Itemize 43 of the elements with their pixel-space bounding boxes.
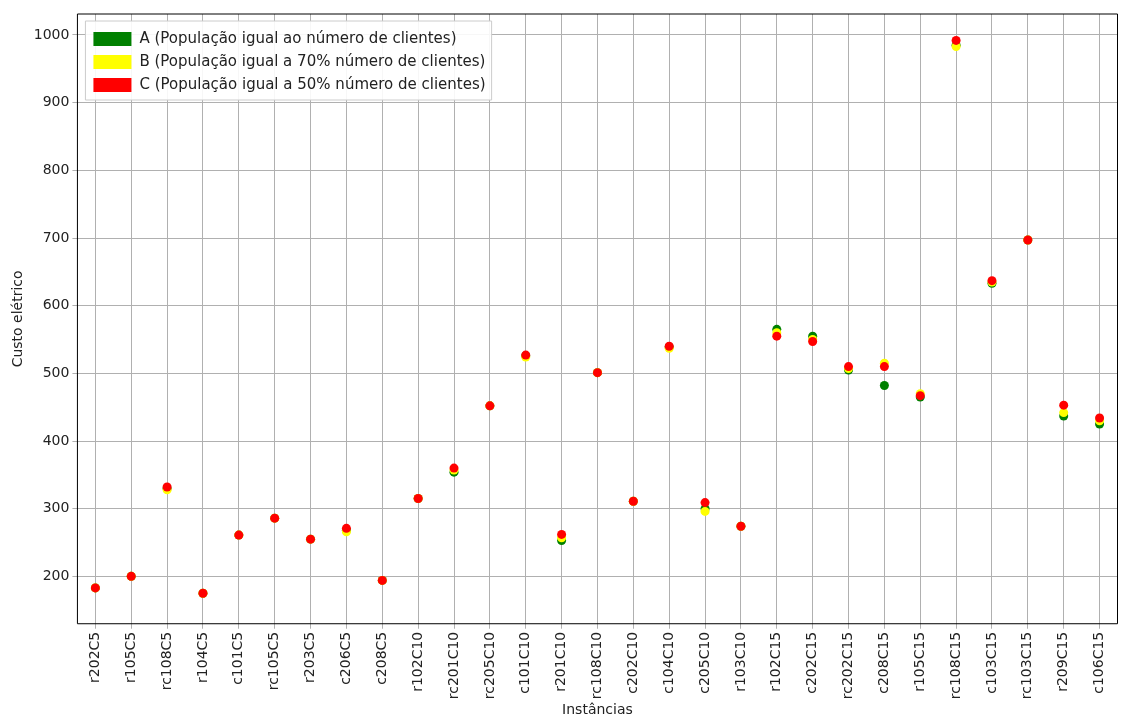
- x-tick-label: c103C15: [982, 631, 999, 694]
- x-tick-label: r203C5: [301, 631, 318, 683]
- x-tick-label: r105C15: [910, 631, 927, 692]
- x-axis-title: Instâncias: [562, 701, 633, 718]
- y-tick-label: 900: [42, 93, 70, 110]
- x-tick-label: r102C15: [767, 631, 784, 692]
- x-tick-label: r104C5: [193, 631, 210, 683]
- y-tick-label: 800: [42, 160, 70, 177]
- x-tick-label: rc108C15: [946, 631, 963, 700]
- x-tick-label: c101C10: [516, 631, 533, 694]
- x-tick-label: r202C5: [86, 631, 102, 683]
- x-tick-label: c206C5: [337, 631, 354, 685]
- x-tick-label: r103C10: [731, 631, 748, 692]
- y-axis-title: Custo elétrico: [9, 270, 26, 368]
- x-tick-label: c208C5: [372, 631, 389, 685]
- x-tick-label: c208C15: [875, 631, 892, 694]
- x-tick-label: rc103C15: [1018, 631, 1035, 700]
- y-tick-label: 1000: [33, 25, 70, 42]
- legend-label: B (População igual a 70% número de clientes): [139, 51, 486, 70]
- y-tick-label: 400: [42, 431, 70, 448]
- x-tick-label: rc105C5: [265, 631, 282, 691]
- x-tick-label: rc205C10: [480, 631, 497, 700]
- x-tick-label: rc108C10: [588, 631, 605, 700]
- y-tick-label: 300: [42, 499, 70, 516]
- x-tick-label: rc202C15: [839, 631, 856, 700]
- y-tick-label: 700: [42, 228, 70, 245]
- x-tick-label: r102C10: [408, 631, 425, 692]
- y-tick-label: 500: [42, 363, 70, 380]
- x-tick-label: r105C5: [121, 631, 138, 683]
- y-tick-label: 200: [42, 567, 70, 584]
- legend-label: A (População igual ao número de clientes): [139, 28, 457, 47]
- x-tick-label: rc108C5: [157, 631, 174, 691]
- x-tick-label: r201C10: [552, 631, 569, 692]
- x-tick-label: c106C15: [1090, 631, 1107, 694]
- x-tick-label: c104C10: [659, 631, 676, 694]
- x-tick-label: c205C10: [695, 631, 712, 694]
- legend-label: C (População igual a 50% número de clientes): [139, 74, 486, 93]
- x-tick-label: c202C10: [623, 631, 640, 694]
- x-tick-label: r209C15: [1054, 631, 1071, 692]
- x-tick-label: rc201C10: [444, 631, 461, 700]
- y-tick-label: 600: [42, 296, 70, 313]
- x-tick-label: c101C5: [229, 631, 246, 685]
- x-tick-label: c202C15: [803, 631, 820, 694]
